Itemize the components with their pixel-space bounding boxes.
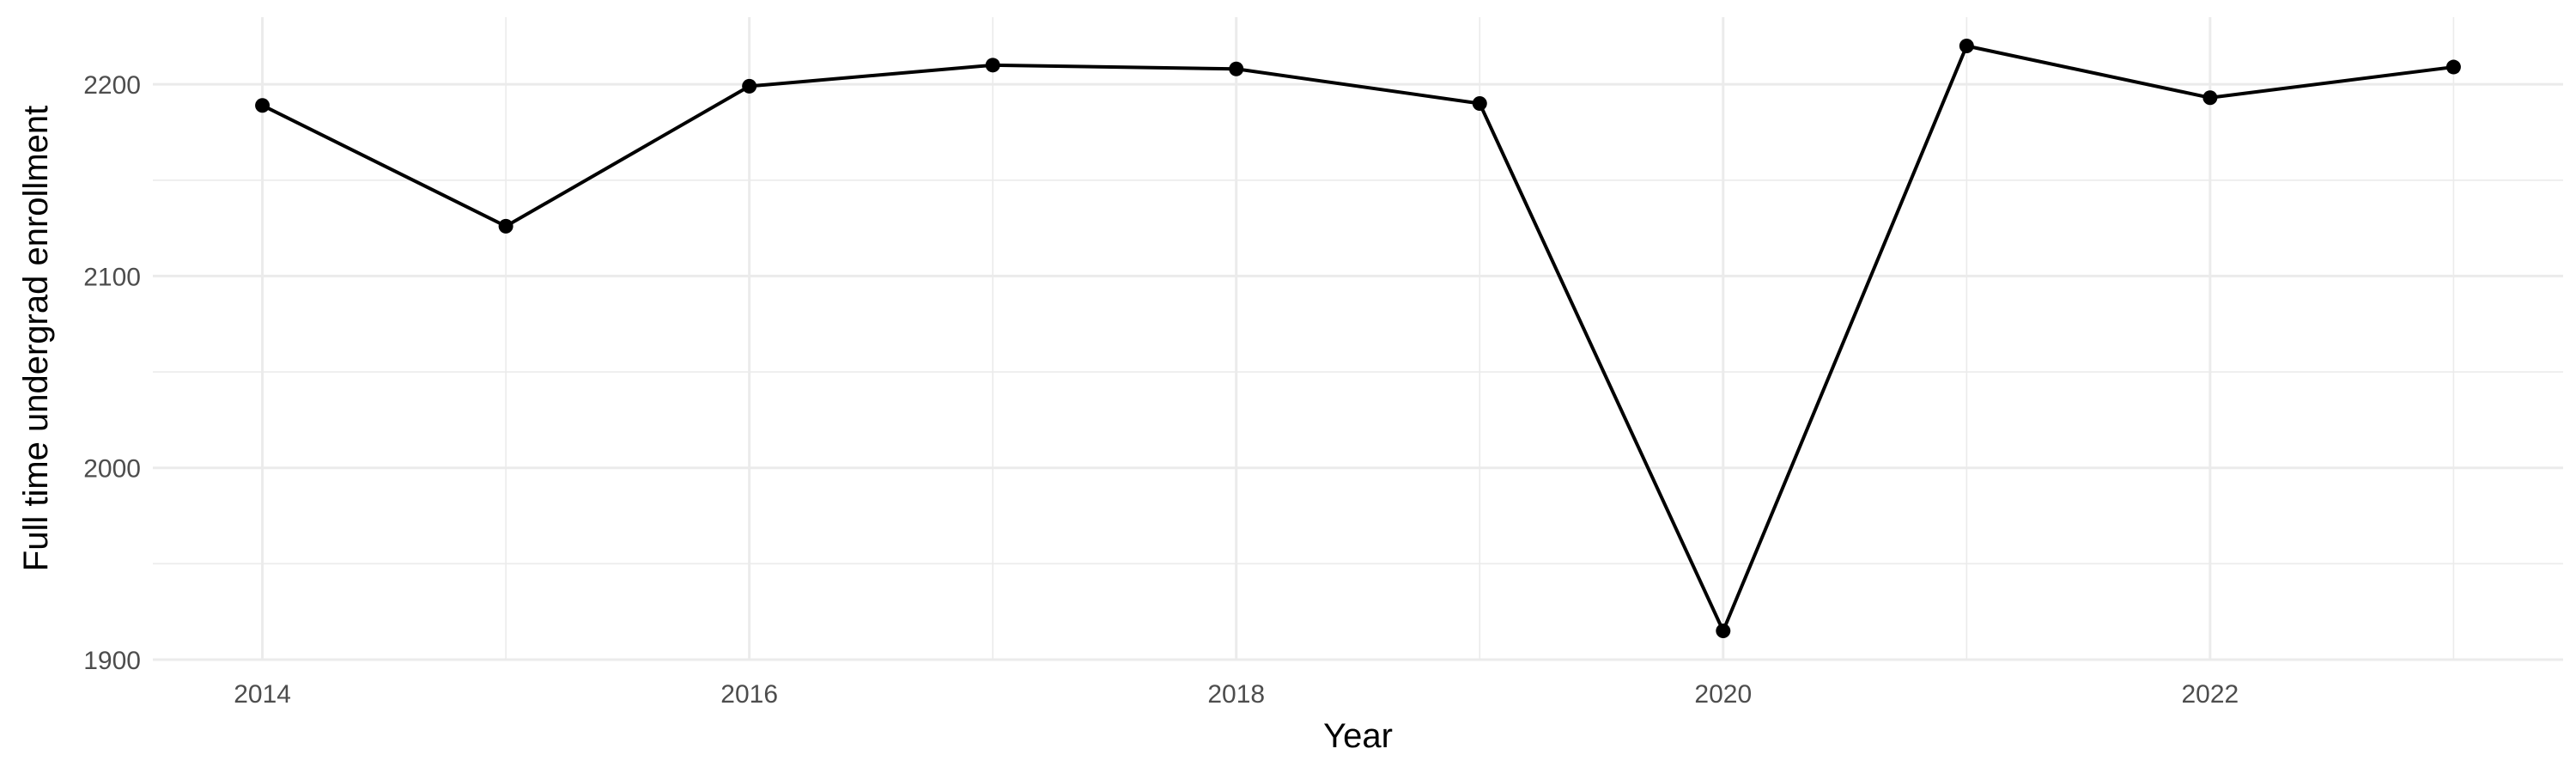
x-tick-label: 2016 <box>720 680 778 709</box>
series-line <box>261 44 2454 633</box>
x-axis-title: Year <box>1323 717 1393 755</box>
y-tick-label: 2000 <box>83 455 141 484</box>
y-axis: 1900 2000 2100 2200 <box>83 71 141 675</box>
data-point <box>1229 61 1244 76</box>
y-tick-label: 1900 <box>83 647 141 675</box>
x-axis: 2014 2016 2018 2020 2022 <box>234 680 2239 709</box>
data-point <box>1959 38 1974 53</box>
y-tick-label: 2100 <box>83 263 141 291</box>
x-tick-label: 2014 <box>234 680 291 709</box>
data-point <box>1716 624 1731 639</box>
x-tick-label: 2020 <box>1694 680 1752 709</box>
y-axis-title: Full time undergrad enrollment <box>17 106 55 571</box>
data-point <box>1472 95 1487 111</box>
series <box>255 38 2461 639</box>
data-point <box>742 78 757 94</box>
y-tick-label: 2200 <box>83 71 141 100</box>
data-point <box>2202 90 2218 106</box>
x-tick-label: 2022 <box>2181 680 2239 709</box>
x-tick-label: 2018 <box>1207 680 1265 709</box>
data-point <box>2445 59 2461 75</box>
data-point <box>498 218 513 234</box>
data-point <box>255 98 270 113</box>
data-point <box>985 58 1000 73</box>
grid <box>153 17 2563 661</box>
